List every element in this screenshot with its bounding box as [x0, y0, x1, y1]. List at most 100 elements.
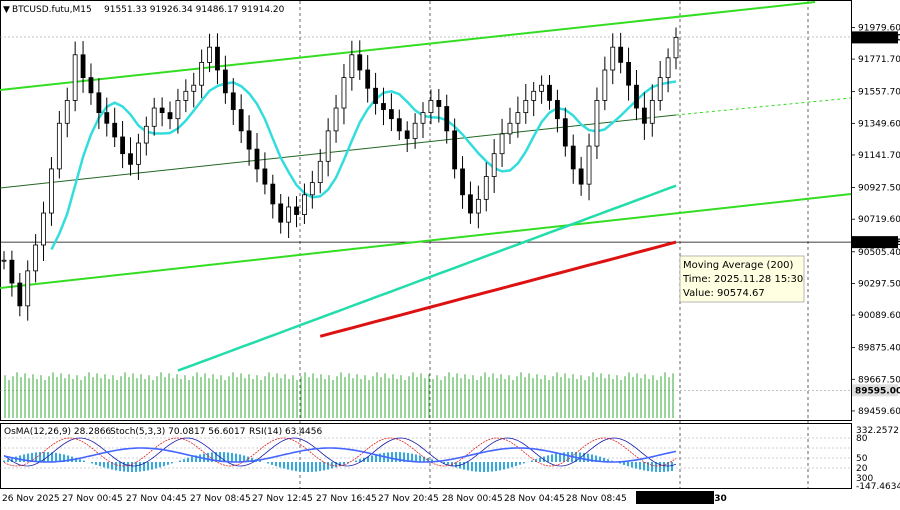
time-cursor-box [636, 491, 714, 504]
candle-up [586, 145, 592, 185]
candle-up [175, 100, 181, 120]
candle-down [618, 46, 624, 63]
stoch-main-line [3, 437, 677, 467]
candle-up [507, 122, 513, 135]
candle-down [104, 112, 110, 124]
candle-down [641, 107, 647, 124]
rsi-label: RSI(14) 63.4456 [249, 427, 322, 437]
candle-down [436, 100, 442, 107]
price-tick-label: 89667.50 [858, 375, 900, 385]
time-tick-label: 27 Nov 08:45 [190, 494, 251, 504]
candle-down [278, 203, 284, 223]
candle-up [49, 168, 54, 214]
time-tick-label: 27 Nov 04:45 [126, 494, 187, 504]
candle-down [460, 168, 465, 196]
candle-up [649, 100, 655, 124]
time-tick-label: 28 Nov 04:45 [504, 494, 565, 504]
indicator-tick-label: 300 [856, 474, 873, 484]
candle-down [444, 106, 450, 132]
candle-up [199, 61, 205, 86]
candle-up [135, 142, 141, 165]
time-tick-label: 27 Nov 20:45 [378, 494, 439, 504]
candle-down [468, 194, 473, 214]
price-tick-label: 91349.60 [858, 119, 900, 129]
candle-up [207, 46, 212, 63]
time-cursor-label: 2025.11.28 15:30 [638, 494, 727, 504]
current-price-label-box [852, 31, 898, 44]
candle-up [412, 122, 418, 139]
candle-down [167, 112, 173, 120]
ohlc-readout: 91551.33 91926.34 91486.17 91914.20 [104, 5, 285, 15]
current-price-label: 91914.20 [855, 33, 900, 43]
candle-up [531, 90, 537, 101]
candle-down [230, 92, 236, 110]
candle-down [578, 168, 584, 185]
osma-label: OsMA(12,26,9) 28.2866 [4, 427, 111, 437]
candle-up [317, 160, 323, 184]
lower-marker-label-box [852, 384, 898, 397]
candle-up [191, 84, 197, 92]
candle-up [72, 54, 78, 101]
indicator-lines [0, 1, 852, 372]
candle-up [183, 90, 189, 101]
volume-bars [4, 372, 674, 418]
ma200-price-label: 90568.88 [855, 238, 900, 248]
candle-down [547, 84, 552, 101]
candle-up [309, 182, 315, 196]
candle-down [555, 100, 560, 120]
ma-fast-line [50, 80, 677, 251]
candle-down [159, 107, 165, 114]
candle-up [25, 270, 31, 307]
time-tick-label: 27 Nov 12:45 [252, 494, 313, 504]
price-tick-label: 89875.40 [858, 344, 900, 354]
price-tick-label: 90927.50 [858, 184, 900, 194]
candle-up [56, 122, 62, 170]
stoch-signal-line [3, 437, 677, 467]
candle-up [594, 100, 600, 147]
time-tick-label: 28 Nov 08:45 [566, 494, 627, 504]
candle-up [41, 212, 46, 246]
symbol-label: BTCUSD.futu,M15 [12, 5, 92, 15]
rsi-line [3, 447, 677, 463]
candle-up [64, 100, 70, 124]
ma-mid-line [177, 184, 677, 372]
candle-up [673, 37, 679, 59]
candle-up [325, 130, 331, 162]
time-tick-label: 26 Nov 2025 [2, 494, 60, 504]
candle-up [420, 112, 426, 124]
candle-down [373, 87, 378, 104]
indicator-tick-label: -147.4634 [856, 482, 900, 492]
candle-down [262, 168, 268, 185]
price-tick-label: 91771.70 [858, 55, 900, 65]
channel-upper-line [0, 1, 816, 91]
indicator-tick-label: 20 [856, 464, 868, 474]
candle-up [665, 57, 671, 79]
indicator-panel-frame [0, 423, 852, 489]
candle-up [302, 194, 307, 215]
candle-up [657, 77, 663, 101]
candle-down [365, 69, 371, 89]
lower-marker-label: 89595.00 [855, 386, 900, 396]
candlesticks [1, 27, 679, 321]
price-tick-label: 90505.40 [858, 248, 900, 258]
candle-up [286, 206, 292, 223]
main-panel-frame [0, 0, 852, 421]
candle-down [270, 183, 276, 205]
candle-up [1, 259, 7, 262]
price-axis: 91979.60 91771.70 91557.70 91349.60 91141.70… [851, 23, 900, 492]
price-tick-label: 90089.60 [858, 311, 900, 321]
candle-down [452, 130, 458, 170]
channel-mid-projection [675, 97, 852, 116]
time-tick-label: 27 Nov 00:45 [62, 494, 123, 504]
candle-down [254, 148, 260, 170]
candle-up [499, 133, 505, 155]
time-tick-label: 28 Nov 00:45 [442, 494, 503, 504]
candle-down [634, 84, 639, 109]
candle-up [428, 100, 434, 114]
candle-up [333, 107, 339, 132]
tooltip-time: Time: 2025.11.28 15:30 [682, 274, 803, 285]
indicator-tick-label: 332.2572 [856, 426, 899, 436]
candle-down [570, 145, 576, 170]
price-tick-label: 90719.60 [858, 215, 900, 225]
